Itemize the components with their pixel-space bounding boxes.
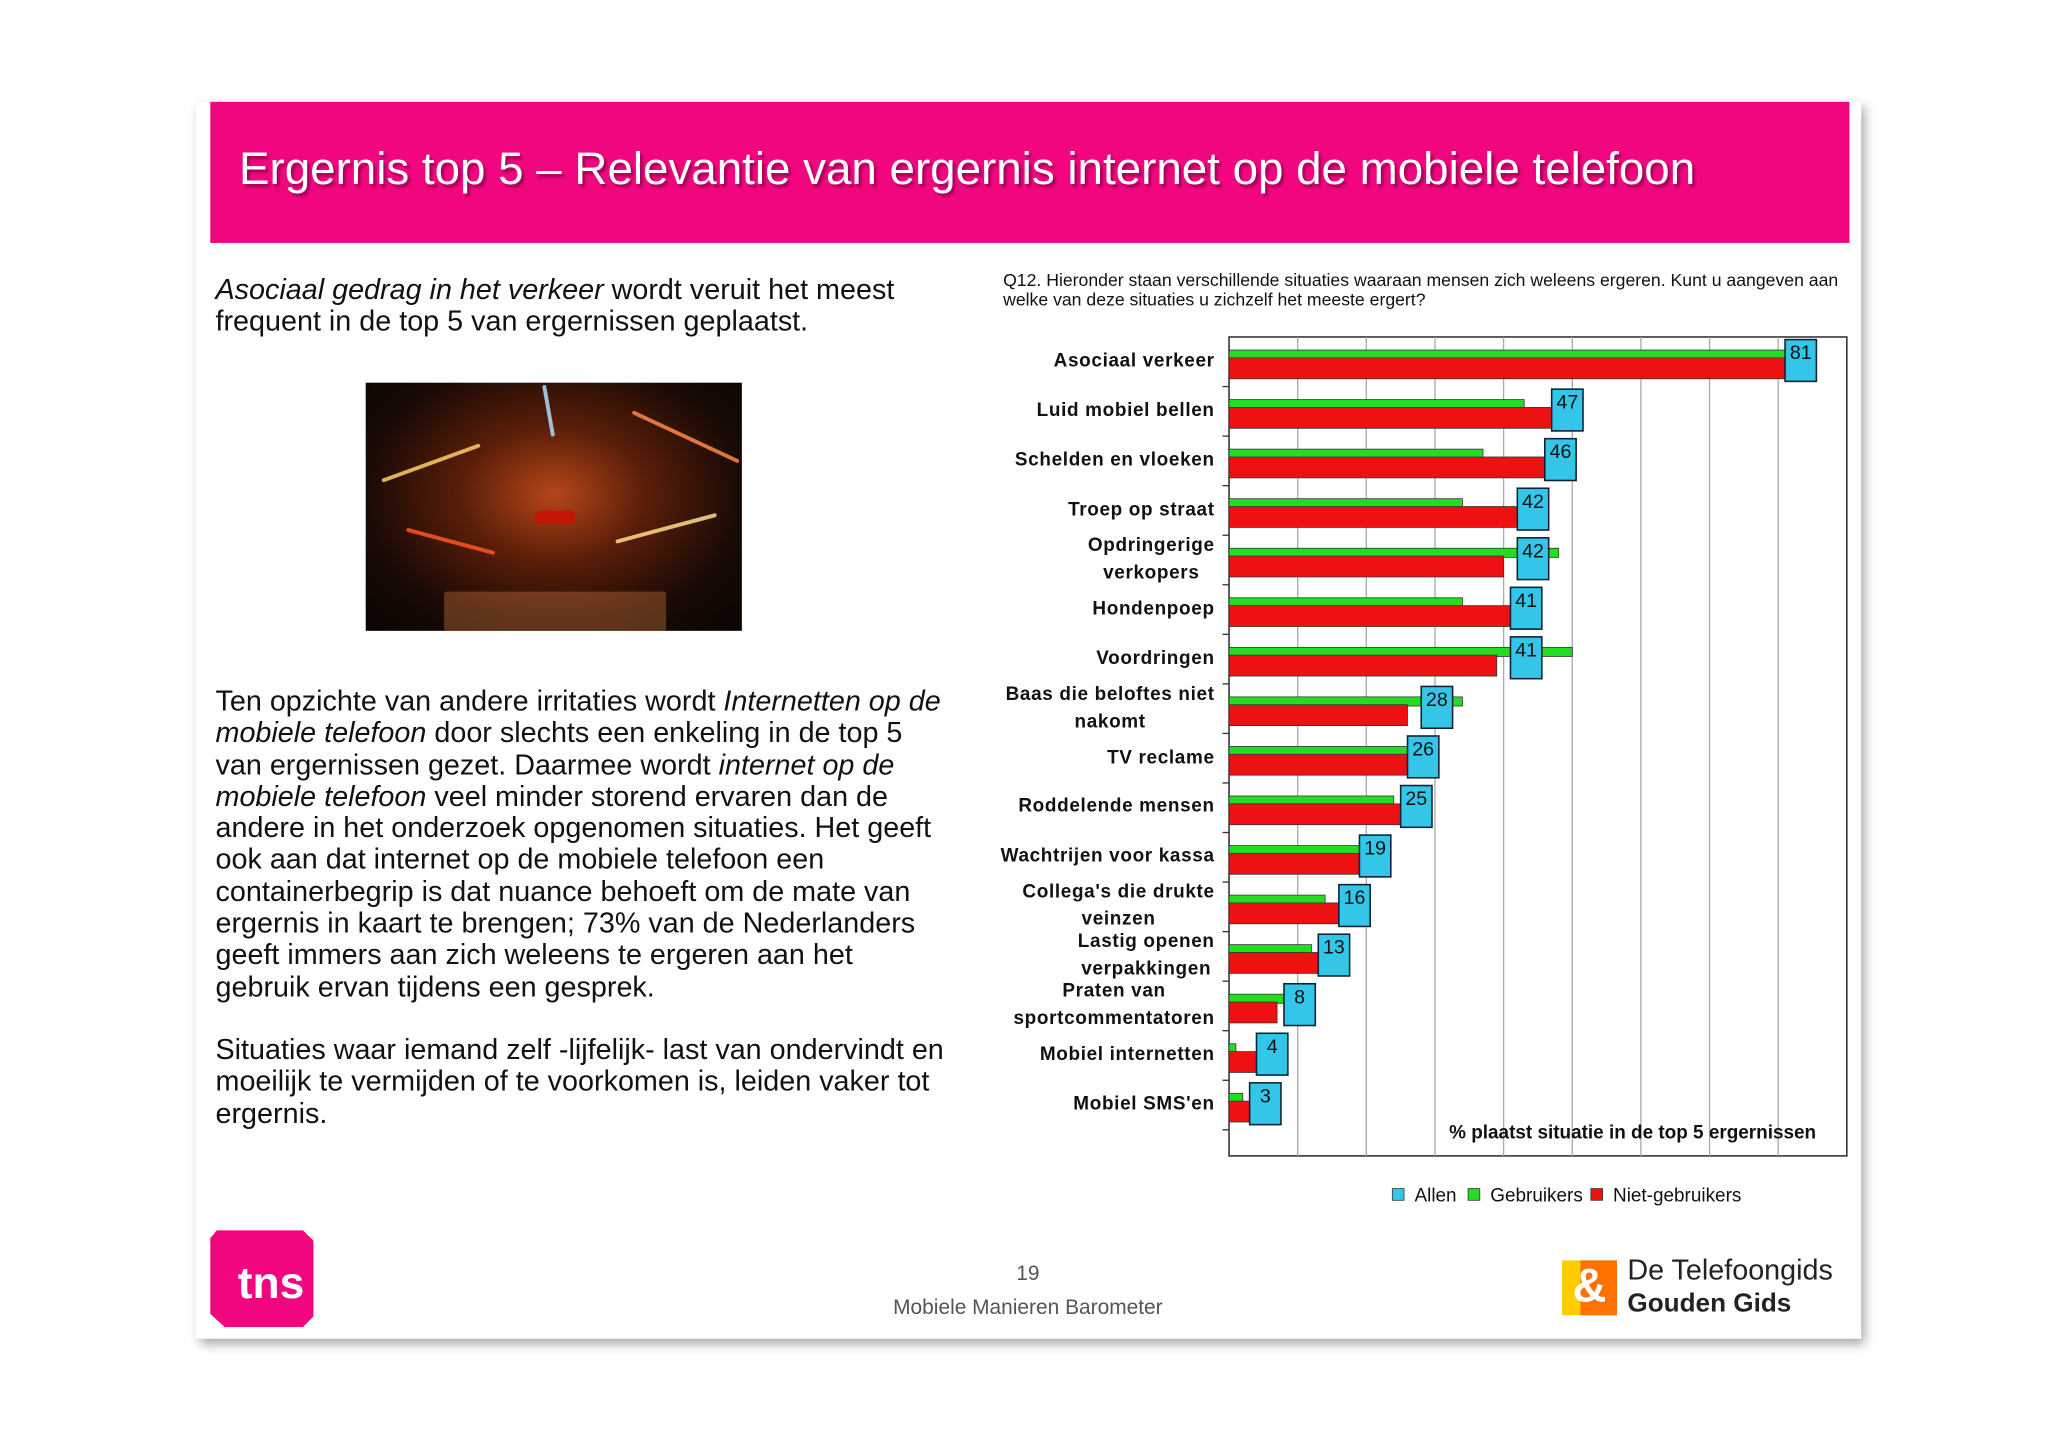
category-label: Opdringerige verkopers (1087, 535, 1215, 584)
bar-niet-gebruikers (1228, 555, 1505, 578)
marker-allen (1509, 636, 1543, 680)
category-label: Praten van sportcommentatoren (1013, 981, 1215, 1030)
category-label: Baas die beloftes niet nakomt (1005, 683, 1215, 733)
value-label: 16 (1344, 887, 1366, 909)
category-label: Collega's die drukte veinzen (1022, 882, 1215, 931)
legend-swatch (1391, 1188, 1405, 1201)
bar-niet-gebruikers (1228, 803, 1402, 826)
value-label: 8 (1294, 986, 1305, 1008)
marker-allen (1516, 537, 1550, 581)
text-segment: Ten opzichte van andere irritaties wordt (215, 684, 724, 718)
category-label: Hondenpoep (1092, 598, 1215, 620)
text-segment: internet op de mobiele telefoon (215, 747, 895, 813)
category-label: TV reclame (1107, 747, 1215, 768)
category-label: Lastig openen verpakkingen (1077, 931, 1215, 980)
closing-text: Situaties waar iemand zelf -lijfelijk- l… (215, 1033, 944, 1130)
marker-allen (1509, 586, 1543, 630)
legend-swatch (1467, 1188, 1481, 1201)
legend-swatch (1590, 1188, 1603, 1201)
bar-niet-gebruikers (1228, 456, 1559, 479)
value-label: 81 (1790, 342, 1812, 364)
logo-mark: & (1573, 1259, 1607, 1312)
bar-niet-gebruikers (1228, 654, 1498, 677)
tns-logo-shape (210, 1230, 314, 1327)
value-label: 42 (1522, 540, 1544, 562)
marker-allen (1248, 1082, 1282, 1126)
logo-mark-accent (1580, 1260, 1617, 1316)
marker-allen (1338, 883, 1371, 928)
body-text: Ten opzichte van andere irritaties wordt… (215, 684, 954, 1003)
value-label: 41 (1515, 639, 1537, 661)
category-label: Luid mobiel bellen (1036, 400, 1215, 422)
category-label: Mobiel internetten (1039, 1044, 1215, 1066)
text-segment: Asociaal gedrag in het verkeer (215, 272, 604, 306)
chart-question: Q12. Hieronder staan verschillende situa… (1003, 270, 1839, 310)
bar-niet-gebruikers (1228, 753, 1408, 776)
text-segment: door slechts een enkeling in de top 5 va… (215, 716, 903, 781)
bar-niet-gebruikers (1228, 902, 1340, 925)
bar-niet-gebruikers (1228, 407, 1559, 429)
value-label: 25 (1405, 788, 1427, 810)
legend-label: Niet-gebruikers (1613, 1185, 1741, 1206)
bar-niet-gebruikers (1228, 605, 1511, 627)
marker-allen (1784, 338, 1818, 383)
photo (365, 382, 742, 631)
value-label: 26 (1412, 739, 1434, 761)
header-band (210, 101, 1850, 243)
value-label: 13 (1323, 937, 1345, 959)
tns-logo: tns (238, 1259, 305, 1308)
value-label: 28 (1426, 689, 1448, 711)
logo-text-2: Gouden Gids (1627, 1288, 1791, 1318)
slide-title: Ergernis top 5 – Relevantie van ergernis… (239, 143, 1696, 195)
marker-allen (1406, 735, 1440, 779)
bar-niet-gebruikers (1228, 704, 1408, 727)
bar-niet-gebruikers (1228, 952, 1326, 974)
page-number: 19 (1016, 1262, 1040, 1286)
bar-niet-gebruikers (1228, 357, 1786, 380)
logo-text-1: De Telefoongids (1627, 1255, 1832, 1287)
category-label: Mobiel SMS'en (1073, 1093, 1215, 1115)
category-label: Troep op straat (1068, 499, 1215, 521)
category-label: Wachtrijen voor kassa (1000, 846, 1215, 868)
marker-allen (1255, 1032, 1289, 1076)
category-label: Voordringen (1096, 647, 1215, 669)
value-label: 4 (1267, 1036, 1278, 1058)
marker-allen (1283, 982, 1317, 1027)
bar-niet-gebruikers (1228, 852, 1360, 875)
marker-allen (1317, 933, 1351, 977)
value-label: 41 (1515, 590, 1537, 612)
category-label: Asociaal verkeer (1053, 350, 1215, 372)
intro-text: Asociaal gedrag in het verkeer wordt ver… (215, 272, 954, 338)
value-label: 46 (1550, 441, 1572, 463)
category-label: Roddelende mensen (1018, 796, 1215, 818)
bar-niet-gebruikers (1228, 506, 1525, 528)
legend-label: Allen (1415, 1185, 1457, 1206)
marker-allen (1358, 834, 1392, 878)
value-label: 19 (1364, 838, 1386, 860)
marker-allen (1544, 437, 1577, 482)
value-label: 3 (1260, 1085, 1271, 1107)
text-segment: veel minder storend ervaren dan de ander… (215, 779, 932, 1003)
chart-annotation: % plaatst situatie in de top 5 ergerniss… (1449, 1123, 1816, 1144)
value-label: 42 (1522, 491, 1544, 513)
value-label: 47 (1556, 392, 1578, 414)
legend-label: Gebruikers (1490, 1185, 1583, 1206)
text-segment: wordt veruit het meest frequent in de to… (215, 272, 895, 338)
marker-allen (1399, 784, 1433, 829)
marker-allen (1550, 388, 1584, 432)
footer: Mobiele Manieren Barometer (893, 1296, 1163, 1320)
bar-niet-gebruikers (1228, 1001, 1278, 1024)
text-segment: Internetten op de mobiele telefoon (215, 684, 941, 749)
marker-allen (1420, 685, 1454, 730)
marker-allen (1516, 487, 1550, 531)
category-label: Schelden en vloeken (1014, 449, 1215, 471)
